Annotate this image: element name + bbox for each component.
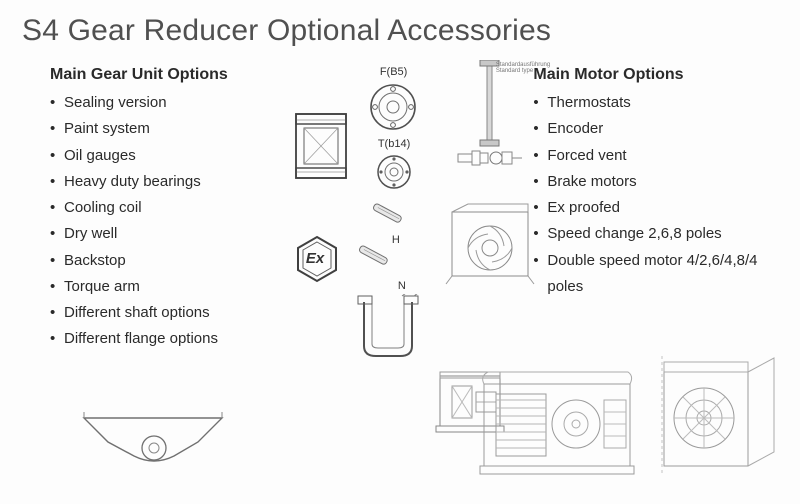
list-item: Backstop bbox=[50, 248, 282, 274]
motor-list: Thermostats Encoder Forced vent Brake mo… bbox=[533, 90, 780, 300]
flange-b14-icon bbox=[376, 154, 412, 190]
list-item: Heavy duty bearings bbox=[50, 169, 282, 195]
label-tb14: T(b14) bbox=[378, 138, 410, 150]
encoder-section-icon bbox=[654, 348, 790, 484]
motor-section-icon bbox=[478, 364, 638, 482]
gear-unit-column: Main Gear Unit Options Sealing version P… bbox=[50, 66, 282, 353]
shaft-assembly-icon: StandardausführungStandard type bbox=[450, 60, 530, 180]
list-item: Brake motors bbox=[533, 169, 780, 195]
ex-proof-icon: Ex bbox=[292, 234, 342, 284]
tiny-note: StandardausführungStandard type bbox=[496, 62, 550, 74]
list-item: Oil gauges bbox=[50, 143, 282, 169]
list-item: Thermostats bbox=[533, 90, 780, 116]
bearing-icon bbox=[290, 108, 352, 184]
motor-heading: Main Motor Options bbox=[533, 66, 780, 84]
label-n: N bbox=[398, 280, 406, 292]
list-item: Cooling coil bbox=[50, 195, 282, 221]
list-item: Different flange options bbox=[50, 326, 282, 352]
gear-unit-heading: Main Gear Unit Options bbox=[50, 66, 282, 84]
gear-unit-list: Sealing version Paint system Oil gauges … bbox=[50, 90, 282, 353]
list-item: Encoder bbox=[533, 116, 780, 142]
cooling-coil-icon bbox=[344, 294, 432, 366]
list-item: Dry well bbox=[50, 221, 282, 247]
motor-column: Main Motor Options Thermostats Encoder F… bbox=[533, 66, 780, 353]
label-fb5: F(B5) bbox=[380, 66, 408, 78]
page-title: S4 Gear Reducer Optional Accessories bbox=[0, 0, 800, 56]
rod2-icon bbox=[352, 244, 396, 268]
list-item: Paint system bbox=[50, 116, 282, 142]
fan-housing-icon bbox=[444, 202, 536, 288]
list-item: Forced vent bbox=[533, 143, 780, 169]
content-area: Main Gear Unit Options Sealing version P… bbox=[0, 56, 800, 353]
diagram-column: F(B5) bbox=[282, 66, 534, 353]
torque-arm-icon bbox=[78, 412, 228, 472]
list-item: Torque arm bbox=[50, 274, 282, 300]
list-item: Sealing version bbox=[50, 90, 282, 116]
list-item: Speed change 2,6,8 poles bbox=[533, 221, 780, 247]
list-item: Double speed motor 4/2,6/4,8/4 poles bbox=[533, 248, 780, 301]
ex-label: Ex bbox=[306, 250, 324, 267]
list-item: Ex proofed bbox=[533, 195, 780, 221]
list-item: Different shaft options bbox=[50, 300, 282, 326]
rod1-icon bbox=[366, 202, 410, 226]
flange-b5-icon bbox=[368, 82, 418, 132]
